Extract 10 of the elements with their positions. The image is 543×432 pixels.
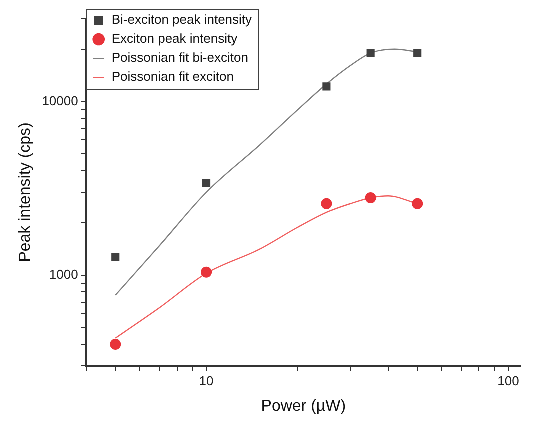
x-tick-label: 10 [199, 374, 214, 389]
legend-label: Poissonian fit bi-exciton [112, 50, 248, 66]
legend-label: Bi-exciton peak intensity [112, 12, 253, 28]
y-tick-label: 1000 [49, 266, 78, 282]
y-axis-title: Peak intensity (cps) [17, 122, 34, 262]
legend-label: Exciton peak intensity [112, 31, 238, 46]
legend-label: Poissonian fit exciton [112, 69, 234, 84]
x-axis-title: Power (µW) [261, 398, 346, 415]
x-tick-label: 100 [498, 374, 520, 389]
y-tick-label: 10000 [42, 93, 78, 108]
